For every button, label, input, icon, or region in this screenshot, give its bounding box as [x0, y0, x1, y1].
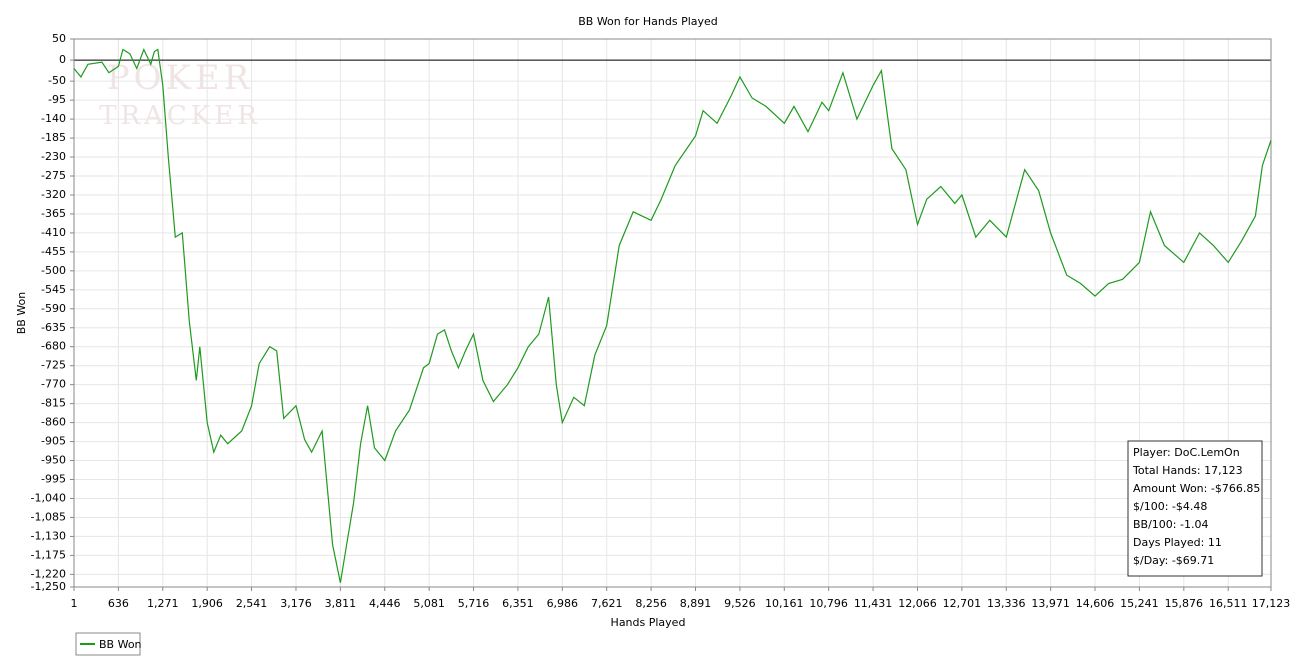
y-tick-label: -500	[41, 264, 66, 277]
info-box	[1127, 440, 1263, 577]
x-tick-label: 3,811	[325, 597, 357, 610]
x-tick-label: 13,971	[1031, 597, 1070, 610]
x-tick-label: 15,876	[1165, 597, 1204, 610]
y-tick-label: -1,175	[31, 548, 66, 561]
y-tick-label: -680	[41, 340, 66, 353]
x-tick-label: 3,176	[280, 597, 312, 610]
x-tick-label: 5,716	[458, 597, 490, 610]
info-line: Total Hands: 17,123	[1132, 464, 1243, 477]
x-tick-label: 1	[71, 597, 78, 610]
x-tick-label: 10,796	[809, 597, 848, 610]
info-line: $/Day: -$69.71	[1133, 554, 1214, 567]
y-tick-label: -230	[41, 150, 66, 163]
x-tick-label: 4,446	[369, 597, 401, 610]
x-tick-label: 6,986	[547, 597, 579, 610]
y-tick-label: -815	[41, 397, 66, 410]
watermark: TRACKER	[99, 101, 261, 131]
y-tick-label: -1,250	[31, 580, 66, 593]
x-tick-label: 13,336	[987, 597, 1026, 610]
info-line: $/100: -$4.48	[1133, 500, 1207, 513]
chart-title: BB Won for Hands Played	[578, 15, 718, 28]
y-tick-label: -770	[41, 378, 66, 391]
y-tick-label: -1,220	[31, 567, 66, 580]
y-tick-label: 50	[52, 32, 66, 45]
y-tick-label: -635	[41, 321, 66, 334]
x-tick-label: 2,541	[236, 597, 268, 610]
y-tick-label: -1,085	[31, 510, 66, 523]
x-tick-label: 12,066	[898, 597, 937, 610]
y-tick-label: -995	[41, 473, 66, 486]
plot-border	[73, 38, 1272, 588]
y-tick-label: -50	[48, 74, 66, 87]
y-tick-label: -725	[41, 359, 66, 372]
watermark: POKER	[107, 58, 254, 98]
x-tick-label: 7,621	[591, 597, 623, 610]
x-tick-label: 9,526	[724, 597, 756, 610]
x-tick-label: 8,891	[680, 597, 712, 610]
x-tick-label: 10,161	[765, 597, 804, 610]
x-tick-label: 15,241	[1120, 597, 1159, 610]
x-tick-label: 636	[108, 597, 129, 610]
y-tick-label: -455	[41, 245, 66, 258]
x-tick-label: 11,431	[854, 597, 893, 610]
y-tick-label: -365	[41, 207, 66, 220]
x-tick-label: 1,906	[191, 597, 223, 610]
x-tick-label: 5,081	[413, 597, 445, 610]
x-tick-label: 1,271	[147, 597, 179, 610]
y-tick-label: -905	[41, 435, 66, 448]
legend-label: BB Won	[99, 638, 142, 651]
y-axis-label: BB Won	[15, 292, 28, 335]
y-tick-label: -185	[41, 131, 66, 144]
info-line: Player: DoC.LemOn	[1133, 446, 1240, 459]
y-tick-label: -95	[48, 93, 66, 106]
x-tick-label: 6,351	[502, 597, 534, 610]
y-tick-label: -320	[41, 188, 66, 201]
y-tick-label: -410	[41, 226, 66, 239]
info-line: Days Played: 11	[1133, 536, 1222, 549]
info-line: Amount Won: -$766.85	[1133, 482, 1260, 495]
x-tick-label: 16,511	[1209, 597, 1248, 610]
x-tick-label: 14,606	[1076, 597, 1115, 610]
y-tick-label: -860	[41, 416, 66, 429]
y-tick-label: -140	[41, 112, 66, 125]
y-tick-label: -950	[41, 454, 66, 467]
y-tick-label: -1,130	[31, 529, 66, 542]
data-line	[73, 47, 1272, 583]
y-tick-label: -590	[41, 302, 66, 315]
x-tick-label: 17,123	[1252, 597, 1291, 610]
y-tick-label: 0	[59, 53, 66, 66]
y-tick-label: -275	[41, 169, 66, 182]
x-tick-label: 12,701	[943, 597, 982, 610]
y-tick-label: -545	[41, 283, 66, 296]
legend-box	[75, 632, 141, 656]
x-tick-label: 8,256	[635, 597, 667, 610]
x-axis-label: Hands Played	[611, 616, 686, 629]
info-line: BB/100: -1.04	[1133, 518, 1208, 531]
y-tick-label: -1,040	[31, 491, 66, 504]
